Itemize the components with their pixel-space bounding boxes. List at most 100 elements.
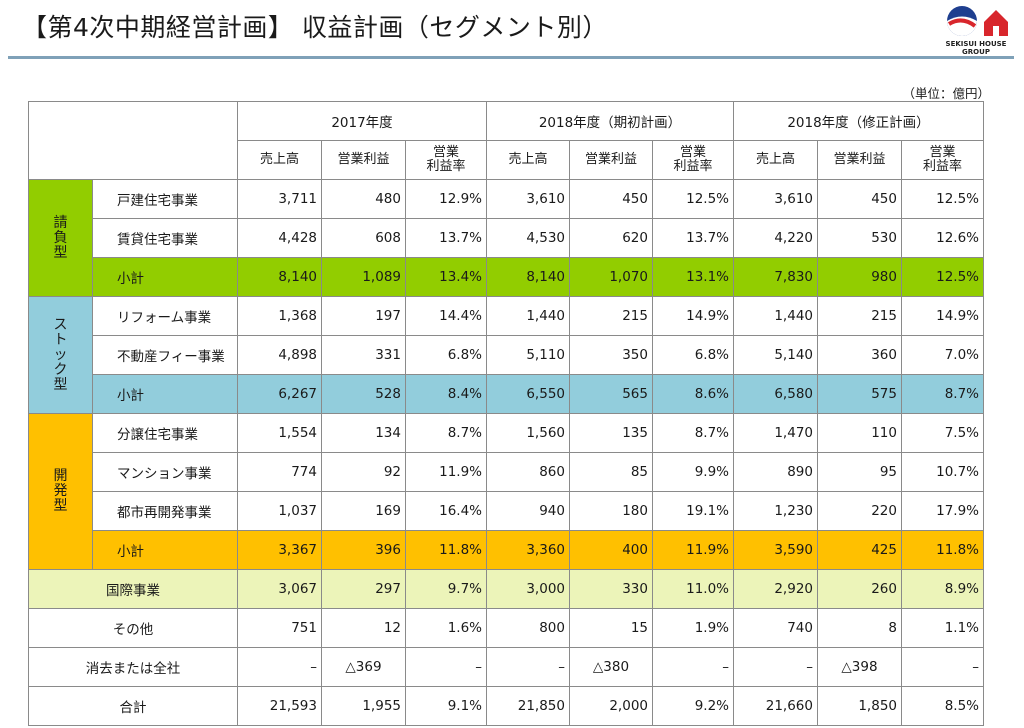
cell: 1,089 <box>321 257 406 297</box>
cell: 350 <box>569 335 653 375</box>
row-label: 消去または全社 <box>28 647 238 687</box>
cell: 95 <box>817 452 902 492</box>
cell: 400 <box>569 530 653 570</box>
row-label: 小計 <box>92 257 238 297</box>
cell: 3,067 <box>237 569 322 609</box>
cell: 215 <box>569 296 653 336</box>
cell: 8.7% <box>405 413 487 453</box>
row-label: 合計 <box>28 686 238 726</box>
cell: 8.4% <box>405 374 487 414</box>
cell: 8,140 <box>237 257 322 297</box>
cell: 1,230 <box>733 491 818 531</box>
cell: 13.7% <box>405 218 487 258</box>
cell: 6,550 <box>486 374 570 414</box>
table-row: 請負型 戸建住宅事業 3,711 480 12.9% 3,610 450 12.… <box>28 179 984 297</box>
period-header-row: 2017年度 2018年度（期初計画） 2018年度（修正計画） <box>28 101 984 180</box>
metric-margin: 営業 利益率 <box>652 140 734 180</box>
cell: 297 <box>321 569 406 609</box>
cell: 260 <box>817 569 902 609</box>
cell: 530 <box>817 218 902 258</box>
cell: 6.8% <box>652 335 734 375</box>
table-row: 不動産フィー事業 4,898 331 6.8% 5,110 350 6.8% 5… <box>29 335 984 375</box>
cell: 11.0% <box>652 569 734 609</box>
cell: 6.8% <box>405 335 487 375</box>
page-title: 【第4次中期経営計画】 収益計画（セグメント別） <box>22 13 608 42</box>
cell: 575 <box>817 374 902 414</box>
cell: 751 <box>237 608 322 648</box>
cell: 980 <box>817 257 902 297</box>
row-label: 賃貸住宅事業 <box>92 218 238 258</box>
cell: 12.9% <box>405 179 487 219</box>
cell: 9.2% <box>652 686 734 726</box>
cell: △398 <box>817 647 902 687</box>
row-label: 分譲住宅事業 <box>92 413 238 453</box>
cell: 110 <box>817 413 902 453</box>
cell: 15 <box>569 608 653 648</box>
cell: 1,850 <box>817 686 902 726</box>
metric-sales: 売上高 <box>237 140 322 180</box>
cell: △380 <box>569 647 653 687</box>
cell: 5,140 <box>733 335 818 375</box>
cell: – <box>901 647 984 687</box>
category-stock: ストック型 <box>28 296 93 414</box>
metric-margin: 営業 利益率 <box>901 140 984 180</box>
cell: 1,560 <box>486 413 570 453</box>
cell: 3,367 <box>237 530 322 570</box>
cell: 4,220 <box>733 218 818 258</box>
cell: 480 <box>321 179 406 219</box>
cell: 940 <box>486 491 570 531</box>
table-row: 開発型 分譲住宅事業 1,554 134 8.7% 1,560 135 8.7%… <box>28 413 984 570</box>
cell: 12 <box>321 608 406 648</box>
cell: 8.7% <box>652 413 734 453</box>
table-row: マンション事業 774 92 11.9% 860 85 9.9% 890 95 … <box>29 452 984 492</box>
cell: 135 <box>569 413 653 453</box>
cell: 4,428 <box>237 218 322 258</box>
cell: 3,610 <box>733 179 818 219</box>
cell: 9.7% <box>405 569 487 609</box>
cell: 7,830 <box>733 257 818 297</box>
metric-sales: 売上高 <box>486 140 570 180</box>
period-2018-revised: 2018年度（修正計画） <box>733 101 984 141</box>
cell: 14.4% <box>405 296 487 336</box>
cell: 13.7% <box>652 218 734 258</box>
cell: 1.1% <box>901 608 984 648</box>
table-row: その他 751 12 1.6% 800 15 1.9% 740 8 1.1% <box>28 608 984 648</box>
cell: 800 <box>486 608 570 648</box>
cell: 21,593 <box>237 686 322 726</box>
cell: 450 <box>569 179 653 219</box>
row-label: 小計 <box>92 530 238 570</box>
table-row: 賃貸住宅事業 4,428 608 13.7% 4,530 620 13.7% 4… <box>29 218 984 258</box>
cell: 1,470 <box>733 413 818 453</box>
metric-sales: 売上高 <box>733 140 818 180</box>
cell: 10.7% <box>901 452 984 492</box>
category-contract: 請負型 <box>28 179 93 297</box>
cell: 13.1% <box>652 257 734 297</box>
total-row: 合計 21,593 1,955 9.1% 21,850 2,000 9.2% 2… <box>28 686 984 726</box>
cell: – <box>486 647 570 687</box>
cell: 4,898 <box>237 335 322 375</box>
cell: 3,711 <box>237 179 322 219</box>
cell: 12.5% <box>901 179 984 219</box>
row-label: 小計 <box>92 374 238 414</box>
cell: 7.5% <box>901 413 984 453</box>
cell: 6,267 <box>237 374 322 414</box>
cell: 16.4% <box>405 491 487 531</box>
cell: 21,660 <box>733 686 818 726</box>
row-label: 国際事業 <box>28 569 238 609</box>
cell: 11.9% <box>405 452 487 492</box>
cell: 17.9% <box>901 491 984 531</box>
cell: 860 <box>486 452 570 492</box>
cell: 608 <box>321 218 406 258</box>
row-label: リフォーム事業 <box>92 296 238 336</box>
cell: – <box>733 647 818 687</box>
category-development: 開発型 <box>28 413 93 570</box>
cell: 220 <box>817 491 902 531</box>
cell: 21,850 <box>486 686 570 726</box>
cell: 620 <box>569 218 653 258</box>
row-label: マンション事業 <box>92 452 238 492</box>
segment-revenue-table: 2017年度 2018年度（期初計画） 2018年度（修正計画） 売上高 営業利… <box>28 101 984 726</box>
cell: 450 <box>817 179 902 219</box>
cell: 7.0% <box>901 335 984 375</box>
cell: 3,360 <box>486 530 570 570</box>
cell: 14.9% <box>901 296 984 336</box>
